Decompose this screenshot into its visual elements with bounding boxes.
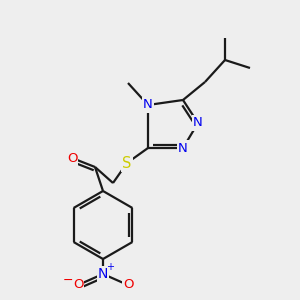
Text: S: S [122, 155, 132, 170]
Text: O: O [123, 278, 133, 292]
Text: O: O [73, 278, 83, 292]
Text: N: N [98, 267, 108, 281]
Text: +: + [106, 262, 114, 272]
Text: O: O [67, 152, 77, 164]
Text: N: N [143, 98, 153, 112]
Text: N: N [178, 142, 188, 154]
Text: −: − [63, 274, 73, 286]
Text: N: N [193, 116, 203, 130]
